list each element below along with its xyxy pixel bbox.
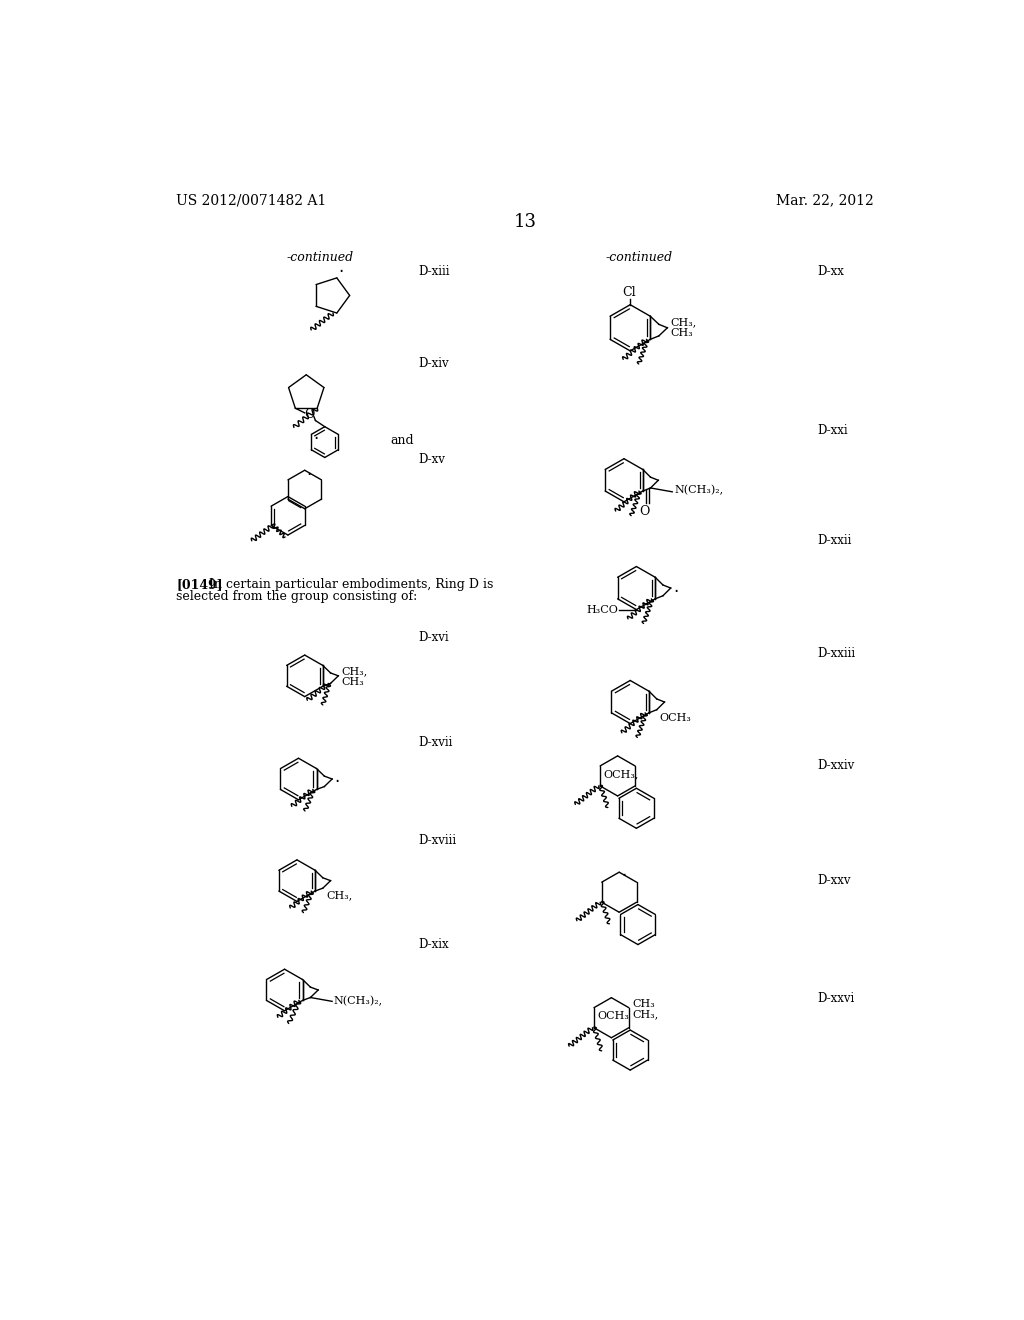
Text: and: and: [390, 434, 414, 447]
Text: CH₃,: CH₃,: [632, 1008, 658, 1019]
Text: D-xiii: D-xiii: [419, 264, 451, 277]
Text: .: .: [335, 768, 340, 787]
Text: CH₃: CH₃: [671, 329, 693, 338]
Text: CH₃,: CH₃,: [341, 667, 368, 676]
Text: .: .: [338, 259, 344, 276]
Text: O: O: [304, 408, 314, 421]
Text: D-xvii: D-xvii: [419, 737, 453, 748]
Text: O: O: [639, 506, 649, 517]
Text: OCH₃,: OCH₃,: [603, 770, 639, 779]
Text: -continued: -continued: [287, 251, 353, 264]
Text: H₃CO: H₃CO: [586, 605, 617, 615]
Text: D-xvi: D-xvi: [419, 631, 450, 644]
Text: D-xiv: D-xiv: [419, 358, 450, 370]
Text: D-xix: D-xix: [419, 937, 450, 950]
Text: N(CH₃)₂,: N(CH₃)₂,: [675, 484, 724, 495]
Text: D-xv: D-xv: [419, 453, 445, 466]
Text: CH₃: CH₃: [632, 999, 654, 1008]
Text: D-xx: D-xx: [818, 264, 845, 277]
Text: CH₃: CH₃: [341, 677, 365, 686]
Text: 13: 13: [513, 213, 537, 231]
Text: US 2012/0071482 A1: US 2012/0071482 A1: [176, 194, 327, 207]
Text: D-xxv: D-xxv: [818, 875, 851, 887]
Text: selected from the group consisting of:: selected from the group consisting of:: [176, 590, 418, 603]
Text: N(CH₃)₂,: N(CH₃)₂,: [334, 997, 383, 1007]
Text: OCH₃: OCH₃: [659, 713, 692, 723]
Text: D-xxvi: D-xxvi: [818, 991, 855, 1005]
Text: OCH₃: OCH₃: [597, 1011, 629, 1020]
Text: .: .: [622, 862, 627, 879]
Text: D-xxii: D-xxii: [818, 535, 852, 548]
Text: In certain particular embodiments, Ring D is: In certain particular embodiments, Ring …: [209, 578, 494, 591]
Text: D-xxiii: D-xxiii: [818, 647, 856, 660]
Text: .: .: [673, 578, 678, 595]
Text: .: .: [306, 461, 311, 479]
Text: CH₃,: CH₃,: [671, 317, 696, 327]
Text: [0149]: [0149]: [176, 578, 222, 591]
Text: CH₃,: CH₃,: [326, 891, 352, 900]
Text: D-xviii: D-xviii: [419, 834, 457, 847]
Text: Cl: Cl: [622, 285, 636, 298]
Text: .: .: [313, 425, 318, 444]
Text: D-xxi: D-xxi: [818, 424, 848, 437]
Text: Mar. 22, 2012: Mar. 22, 2012: [776, 194, 873, 207]
Text: D-xxiv: D-xxiv: [818, 759, 855, 772]
Text: -continued: -continued: [606, 251, 673, 264]
